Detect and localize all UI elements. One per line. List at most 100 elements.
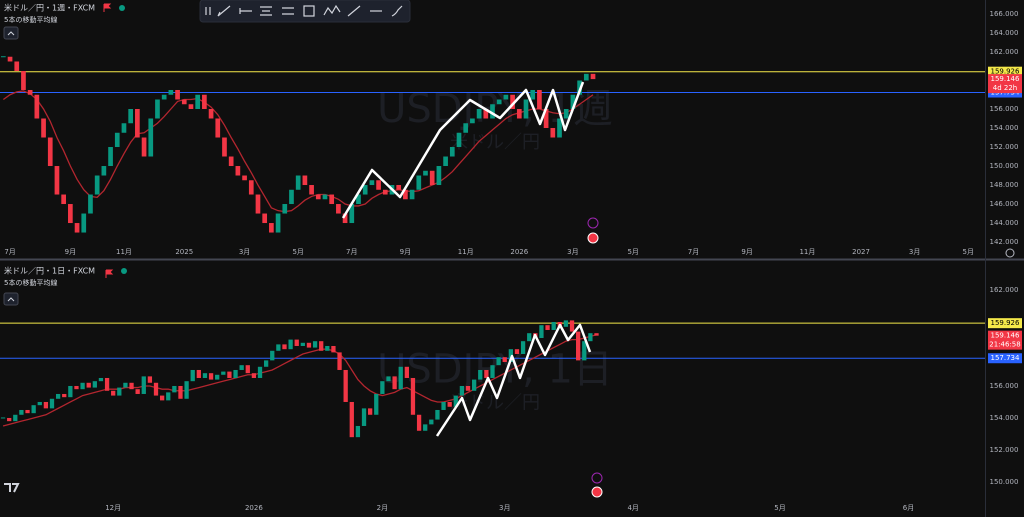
x-tick-label: 11月 [458, 248, 474, 256]
candle [74, 385, 79, 390]
candle [92, 381, 97, 388]
candle [374, 393, 379, 415]
price-label: 157.734 [991, 354, 1020, 362]
candle [55, 393, 61, 399]
candle [459, 385, 465, 396]
candle [257, 366, 263, 378]
trend-drawing[interactable] [341, 81, 585, 219]
tool-channel[interactable] [260, 6, 272, 16]
candle [516, 108, 522, 119]
candle [202, 94, 207, 109]
candle [496, 99, 502, 105]
candle [410, 377, 416, 415]
tool-range[interactable] [282, 7, 294, 15]
candle [530, 89, 536, 100]
candle [465, 385, 471, 391]
x-tick-label: 3月 [499, 504, 510, 512]
x-tick-label: 5月 [627, 248, 638, 256]
candle [349, 401, 354, 438]
candle [447, 401, 452, 407]
candle [294, 339, 299, 346]
tool-rect[interactable] [303, 5, 315, 17]
candle [175, 89, 180, 100]
candle [135, 108, 140, 138]
drawing-toolbar [199, 0, 411, 23]
tool-pattern[interactable] [323, 4, 341, 16]
flag-icon[interactable] [103, 3, 112, 12]
indicator-legend: 5本の移動平均線 [4, 278, 57, 287]
candle [233, 369, 238, 378]
x-tick-label: 2027 [852, 248, 870, 256]
collapse-button[interactable] [3, 292, 19, 306]
collapse-button[interactable] [3, 26, 19, 40]
toolbar-grip[interactable] [205, 7, 211, 15]
status-dot [121, 268, 127, 274]
candle [325, 345, 330, 351]
candle [7, 417, 12, 422]
candle [111, 390, 116, 396]
chevron [7, 297, 15, 302]
candle [62, 393, 67, 398]
indicator-legend: 5本の移動平均線 [4, 15, 57, 24]
candle [184, 381, 189, 399]
tool-brush[interactable] [391, 5, 403, 17]
candle [222, 137, 227, 157]
price-label-bg [988, 318, 1022, 329]
event-icon[interactable] [591, 472, 603, 484]
x-tick-label: 2026 [245, 504, 263, 512]
candle [496, 357, 501, 366]
candle [239, 365, 244, 370]
candle [416, 414, 422, 431]
price-label-bg [988, 353, 1022, 364]
candle [367, 408, 373, 415]
candle [423, 424, 428, 431]
y-tick-label: 166.000 [990, 10, 1019, 18]
candle [262, 213, 268, 224]
x-tick-label: 3月 [567, 248, 578, 256]
candle [582, 341, 587, 361]
y-tick-label: 144.000 [990, 219, 1019, 227]
candle [74, 223, 80, 233]
y-tick-label: 148.000 [990, 181, 1019, 189]
x-tick-label: 7月 [346, 248, 357, 256]
candle [269, 223, 274, 233]
candle [403, 189, 408, 200]
candle [270, 350, 275, 361]
event-icon[interactable] [587, 232, 599, 244]
y-tick-label: 146.000 [990, 200, 1019, 208]
candle [583, 73, 589, 81]
x-tick-label: 3月 [239, 248, 250, 256]
candle [14, 61, 20, 71]
event-icon[interactable] [591, 486, 603, 498]
candle [550, 128, 556, 138]
settings-gear[interactable] [1005, 248, 1015, 258]
price-label: 159.926 [991, 68, 1020, 76]
tool-ray[interactable] [347, 5, 361, 17]
trend-drawing[interactable] [435, 323, 592, 437]
candle [1, 56, 6, 58]
candle [49, 398, 55, 409]
y-tick-label: 150.000 [990, 478, 1019, 486]
candle [478, 369, 483, 380]
tool-trendline[interactable] [217, 5, 231, 17]
candle [81, 213, 87, 233]
candle [43, 401, 49, 409]
event-icon[interactable] [587, 217, 599, 229]
candle [520, 341, 526, 354]
candle [369, 180, 375, 186]
candle [594, 333, 599, 336]
y-tick-label: 156.000 [990, 382, 1019, 390]
tool-hline[interactable] [239, 8, 252, 14]
candle [168, 89, 174, 95]
candle [514, 349, 520, 354]
candle [343, 369, 348, 402]
candle [54, 166, 60, 195]
candle [557, 118, 562, 138]
candle [322, 194, 328, 200]
candle [255, 194, 261, 214]
y-tick-label: 152.000 [990, 143, 1019, 151]
candle [178, 385, 183, 399]
flag-icon[interactable] [105, 269, 114, 278]
candle [409, 189, 415, 200]
